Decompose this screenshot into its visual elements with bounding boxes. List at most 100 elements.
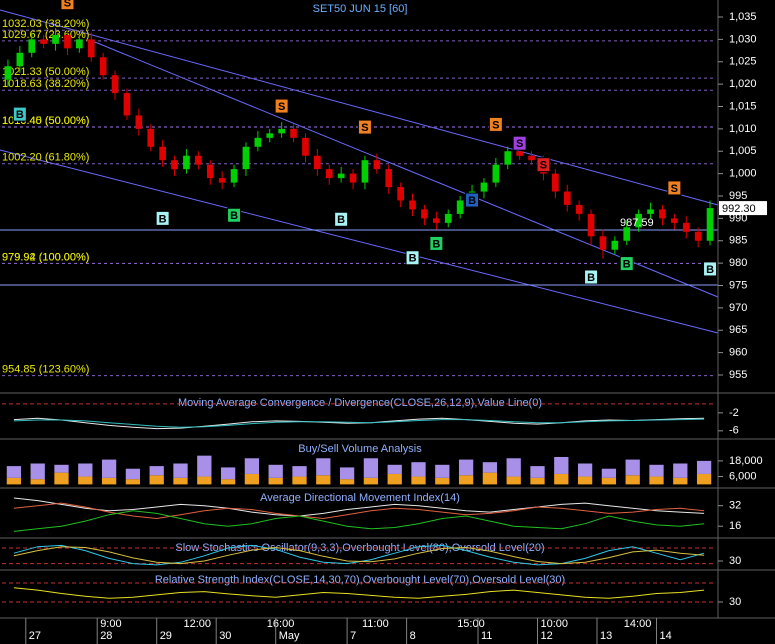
- volume-bar: [197, 476, 212, 485]
- y-tick-label: 960: [729, 347, 747, 359]
- trend-line: [0, 9, 719, 206]
- signal-label: B: [587, 272, 595, 284]
- y-tick-label: 965: [729, 324, 747, 336]
- candle-body: [147, 128, 155, 147]
- volume-bar: [363, 458, 379, 478]
- volume-bar: [435, 464, 450, 478]
- signal-label: B: [468, 195, 476, 207]
- volume-bar: [458, 475, 474, 485]
- volume-bar: [197, 455, 212, 477]
- volume-bar: [173, 463, 188, 478]
- volume-bar: [625, 475, 640, 485]
- signal-box: [584, 269, 599, 285]
- x-tick-label: 10:00: [541, 618, 569, 630]
- level-label: 1021.33 (50.00%): [2, 66, 89, 78]
- x-tick-label: 16:00: [267, 618, 295, 630]
- level-label: 1018.63 (38.20%): [2, 78, 89, 90]
- y-tick-label: 970: [729, 302, 747, 314]
- level-label: 954.85 (123.60%): [2, 364, 89, 376]
- y-tick-label: 955: [729, 369, 747, 381]
- level-label: 979.92 (100.00%): [2, 251, 89, 263]
- signal-label: B: [159, 213, 167, 225]
- candle-body: [504, 151, 512, 165]
- y-tick-label: 1,020: [729, 78, 757, 90]
- signal-box: [405, 250, 420, 266]
- signal-box: [536, 157, 551, 173]
- y-tick-label: 975: [729, 279, 747, 291]
- candle-body: [671, 218, 678, 223]
- volume-bar: [577, 476, 593, 485]
- volume-bar: [625, 459, 640, 476]
- candle-body: [87, 39, 95, 58]
- level-label: 1029.67 (23.60%): [2, 29, 89, 41]
- candle-body: [16, 52, 24, 67]
- signal-label: B: [623, 258, 631, 270]
- y-tick-label: 1,030: [729, 33, 757, 45]
- candle-body: [218, 178, 226, 183]
- date-label: 27: [29, 630, 41, 642]
- volume-bar: [387, 464, 402, 474]
- signal-box: [488, 116, 503, 132]
- date-label: 30: [219, 630, 231, 642]
- y-tick-label: 1,010: [729, 123, 757, 135]
- y-tick-label: 30: [729, 596, 741, 608]
- candle-body: [40, 39, 47, 44]
- signal-label: B: [409, 253, 417, 265]
- candle-body: [183, 155, 190, 170]
- candle-body: [135, 115, 143, 129]
- panel-title: Average Directional Movement Index(14): [260, 492, 460, 504]
- volume-bar: [554, 473, 569, 485]
- y-tick-label: 990: [729, 212, 747, 224]
- date-label: 8: [410, 630, 416, 642]
- volume-bar: [363, 477, 379, 485]
- volume-bar: [339, 467, 355, 480]
- y-tick-label: -2: [729, 407, 739, 419]
- trend-line: [89, 39, 719, 298]
- volume-bar: [78, 476, 93, 485]
- signal-box: [60, 0, 75, 11]
- volume-bar: [292, 466, 307, 477]
- volume-bar: [673, 477, 688, 485]
- level-label: 1002.20 (61.80%): [2, 152, 89, 164]
- y-tick-label: 995: [729, 190, 747, 202]
- signal-label: S: [492, 119, 499, 131]
- candle-body: [206, 164, 214, 179]
- signal-label: B: [432, 238, 440, 250]
- date-label: May: [279, 630, 300, 642]
- candle-body: [325, 169, 333, 179]
- panel-title: Relative Strength Index(CLOSE,14,30,70),…: [155, 574, 565, 586]
- candle-body: [528, 155, 535, 161]
- y-tick-label: 32: [729, 500, 741, 512]
- candle-body: [647, 209, 654, 214]
- candle-body: [492, 164, 500, 183]
- volume-bar: [530, 477, 545, 485]
- signal-label: S: [540, 160, 547, 172]
- volume-bar: [30, 463, 45, 480]
- volume-bar: [268, 477, 283, 485]
- indicator-line: [13, 497, 705, 517]
- candle-body: [682, 222, 690, 232]
- candle-body: [314, 155, 321, 170]
- volume-bar: [101, 459, 117, 478]
- candle-body: [587, 213, 595, 237]
- candle-body: [373, 160, 381, 170]
- candle-body: [171, 160, 178, 170]
- candle-body: [349, 173, 357, 183]
- indicator-line: [13, 502, 705, 520]
- volume-bar: [54, 464, 69, 473]
- signal-box: [12, 106, 27, 122]
- panel-title: Buy/Sell Volume Analysis: [298, 443, 422, 455]
- candle-body: [385, 169, 393, 188]
- y-tick-label: -6: [729, 425, 739, 437]
- signal-box: [703, 261, 718, 277]
- volume-bar: [601, 477, 617, 485]
- volume-bar: [78, 463, 93, 477]
- date-label: 7: [350, 630, 356, 642]
- volume-bar: [577, 463, 593, 477]
- candle-body: [397, 187, 404, 201]
- candle-body: [552, 173, 559, 192]
- trend-lines: [0, 9, 719, 334]
- indicator-line: [13, 418, 705, 428]
- candle-body: [242, 146, 250, 170]
- last-price-box: [719, 201, 767, 216]
